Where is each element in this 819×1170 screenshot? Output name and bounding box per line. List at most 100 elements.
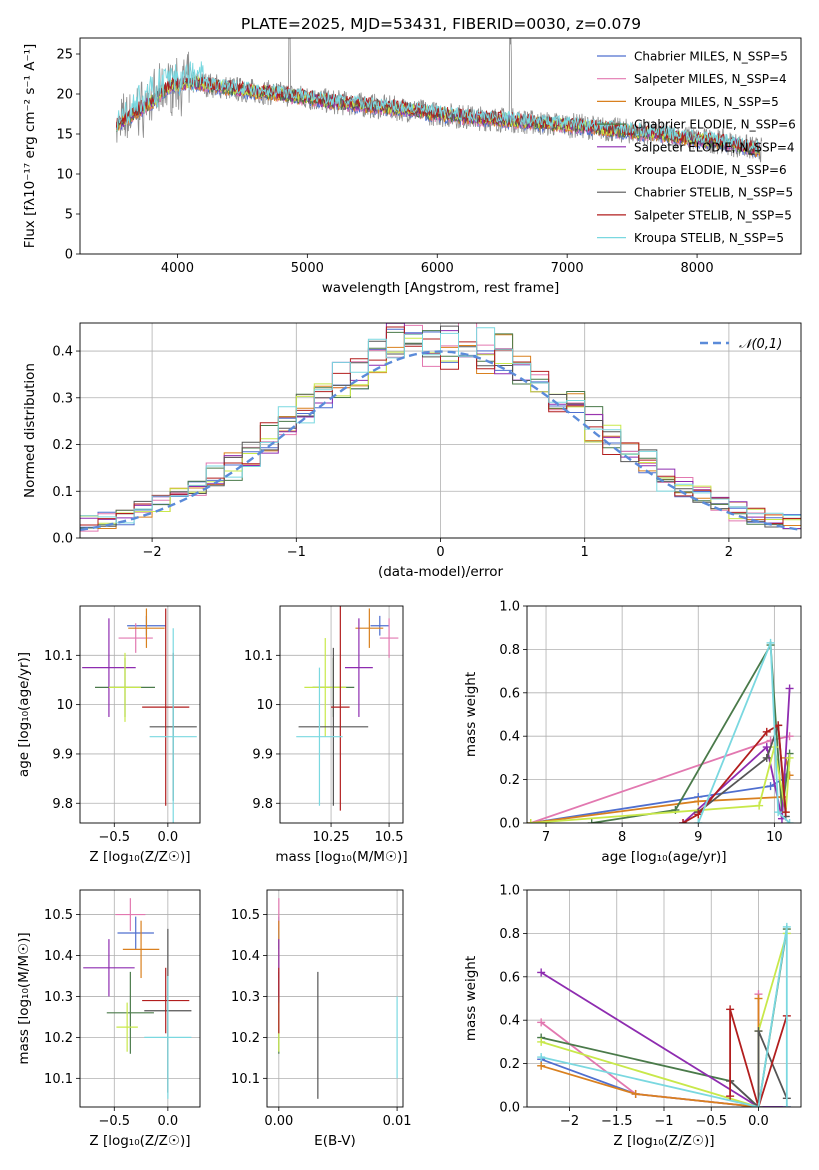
panel-age_vs_mass: 10.25 10.5 9.8 9.9 10 10.1 mass [log₁₀(M/M☉)]	[244, 605, 408, 865]
errorbar-point	[116, 1002, 138, 1052]
legend: Chabrier MILES, N_SSP=5 Salpeter MILES, N…	[597, 50, 796, 245]
weight-marker	[774, 721, 783, 730]
y-tick-label: 0.3	[52, 391, 73, 406]
x-tick-label: −2	[143, 545, 162, 560]
axes-frame	[526, 605, 802, 824]
x-tick-label: −2	[560, 1114, 579, 1129]
weight-marker	[537, 1018, 546, 1027]
axes-frame	[79, 889, 201, 1108]
y-tick-label: 20	[56, 88, 73, 103]
weight-marker	[781, 808, 790, 817]
plot-area-weight_vs_Z	[537, 922, 791, 1107]
x-tick-label: −1	[287, 545, 306, 560]
weight-marker	[785, 819, 794, 823]
weight-marker	[537, 968, 546, 977]
histogram-series	[80, 327, 801, 524]
panel-mass_vs_Z: −0.5 0.0 10.1 10.2 10.3 10.4 10.5 Z [log₁₀(Z/Z☉…	[16, 889, 201, 1149]
errorbar-point	[142, 967, 190, 1034]
errorbar-point	[106, 971, 154, 1054]
plot-area-age_vs_Z	[82, 608, 197, 823]
errorbar-point	[344, 618, 373, 717]
weight-marker	[762, 727, 771, 736]
x-tick-label: −0.5	[98, 830, 130, 845]
weight-marker	[537, 1053, 546, 1062]
y-tick-label: 25	[56, 48, 73, 63]
x-tick-label: −0.5	[98, 1114, 130, 1129]
y-tick-label: 10.2	[231, 1031, 260, 1046]
x-tick-label: 10.5	[375, 830, 404, 845]
panel-weight_vs_Z: −2 −1.5 −1 −0.5 0.0 0.0 0.2 0.4 0.6 0.8 1.0 Z [log₁…	[463, 884, 802, 1149]
y-axis-label: Flux [fλ10⁻¹⁷ erg cm⁻² s⁻¹ A⁻¹]	[22, 44, 38, 249]
x-tick-label: 0.00	[264, 1114, 293, 1129]
weight-marker	[754, 1027, 763, 1036]
x-tick-label: 5000	[291, 261, 324, 276]
x-axis-label: mass [log₁₀(M/M☉)]	[275, 849, 407, 865]
weight-series-line	[540, 971, 787, 1107]
y-tick-label: 1.0	[499, 884, 520, 899]
x-tick-label: 10.25	[312, 830, 349, 845]
weight-marker	[766, 638, 775, 647]
weight-series-line	[540, 926, 788, 1107]
x-tick-label: −1	[654, 1114, 673, 1129]
weight-marker	[587, 819, 596, 823]
spectrum-model-line	[116, 61, 760, 154]
x-tick-label: 2	[725, 545, 733, 560]
legend-label: Chabrier ELODIE, N_SSP=6	[634, 118, 796, 132]
weight-series-line	[729, 1009, 788, 1107]
y-tick-label: 10.3	[231, 990, 260, 1005]
weight-marker	[782, 1103, 791, 1107]
errorbar-point	[379, 618, 399, 658]
y-tick-label: 10	[256, 698, 273, 713]
y-tick-label: 0.4	[499, 1014, 520, 1029]
y-tick-label: 0.0	[52, 532, 73, 547]
y-tick-label: 9.8	[52, 797, 73, 812]
x-axis-label: wavelength [Angstrom, rest frame]	[322, 280, 560, 296]
plot-area-weight_vs_age	[527, 638, 794, 823]
weight-marker	[762, 753, 771, 762]
panel-weight_vs_age: 7 8 9 10 0.0 0.2 0.4 0.6 0.8 1.0 age [log₁₀(age/yr…	[463, 600, 802, 865]
axes-frame	[526, 889, 802, 1108]
weight-marker	[754, 1103, 763, 1107]
errorbar-point	[117, 916, 154, 950]
errorbar-point	[122, 920, 160, 979]
axes-frame	[266, 889, 404, 1108]
x-tick-label: 6000	[421, 261, 454, 276]
y-tick-label: 1.0	[499, 600, 520, 615]
errorbar-point	[149, 628, 197, 823]
x-tick-label: −0.5	[695, 1114, 727, 1129]
errorbar-point	[370, 615, 390, 636]
y-tick-label: 10.1	[231, 1072, 260, 1087]
plot-area-mass_vs_Z	[83, 898, 192, 1099]
x-tick-label: 0.01	[383, 1114, 412, 1129]
y-tick-label: 10	[56, 698, 73, 713]
weight-series-line	[729, 1030, 788, 1107]
x-tick-label: 8000	[681, 261, 714, 276]
legend-label: Kroupa MILES, N_SSP=5	[634, 95, 779, 109]
y-tick-label: 0.4	[499, 730, 520, 745]
y-tick-label: 9.8	[252, 797, 273, 812]
y-axis-label: mass weight	[463, 672, 479, 757]
y-axis-label: Normed distribution	[22, 363, 38, 498]
errorbar-point	[298, 647, 369, 806]
x-tick-label: −1.5	[601, 1114, 633, 1129]
panel-mass_vs_ebv: 0.00 0.01 10.1 10.2 10.3 10.4 10.5 E(B-V)	[231, 889, 412, 1149]
y-tick-label: 10.1	[44, 1072, 73, 1087]
weight-marker	[679, 819, 688, 823]
weight-series-line	[540, 994, 760, 1107]
x-tick-label: 10	[766, 830, 783, 845]
figure-title: PLATE=2025, MJD=53431, FIBERID=0030, z=0…	[241, 15, 641, 33]
panel-spectrum: 4000 5000 6000 7000 8000 0 5 10 15 20 25 wavelength…	[22, 37, 802, 296]
axes-frame	[279, 605, 404, 824]
y-tick-label: 0.8	[499, 927, 520, 942]
x-tick-label: 0.0	[158, 830, 179, 845]
legend-label: Chabrier STELIB, N_SSP=5	[634, 186, 793, 200]
weight-marker	[755, 801, 764, 810]
x-tick-label: 4000	[161, 261, 194, 276]
y-tick-label: 0.2	[499, 1057, 520, 1072]
weight-marker	[726, 1005, 735, 1014]
x-axis-label: Z [log₁₀(Z/Z☉)]	[613, 1133, 714, 1149]
errorbar-point	[304, 638, 347, 737]
plot-area-mass_vs_ebv	[278, 898, 398, 1099]
legend-label: Salpeter MILES, N_SSP=4	[634, 72, 787, 86]
